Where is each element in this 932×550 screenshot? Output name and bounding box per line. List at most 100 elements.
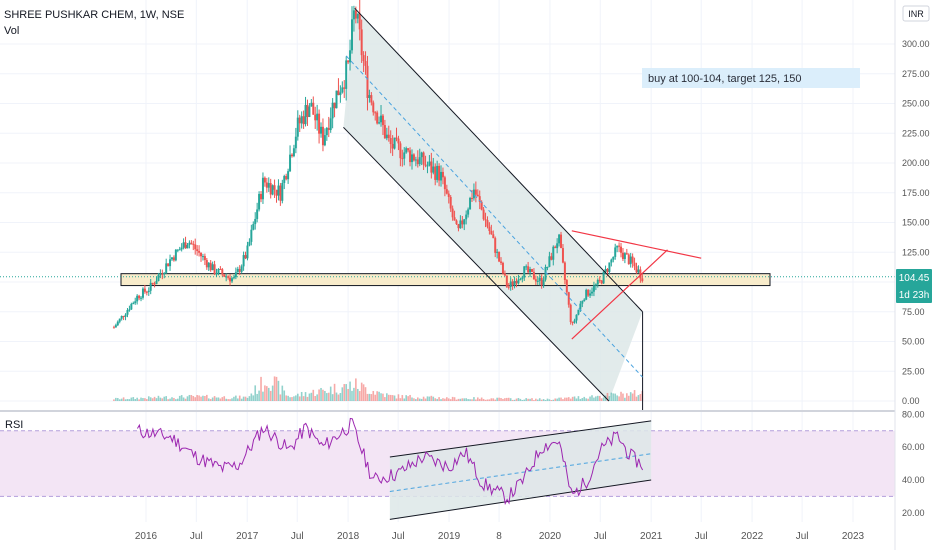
candle-body: [186, 244, 189, 249]
candle-body: [128, 309, 131, 311]
volume-bar: [267, 387, 270, 401]
candle-body: [600, 280, 603, 284]
candle-body: [176, 249, 179, 251]
candle-body: [432, 166, 435, 173]
currency-badge[interactable]: INR: [902, 5, 930, 22]
volume-bar: [283, 390, 286, 401]
candle-body: [196, 249, 199, 252]
time-tick-label: 2022: [741, 531, 764, 542]
volume-bar: [355, 378, 357, 401]
candle-body: [573, 320, 576, 323]
candle-body: [426, 165, 429, 167]
candle-body: [327, 127, 330, 131]
volume-bar: [118, 399, 121, 401]
candle-body: [203, 256, 206, 261]
volume-bar: [397, 394, 400, 401]
volume-bar: [180, 395, 183, 401]
channel-midline: [345, 55, 643, 378]
symbol-title[interactable]: SHREE PUSHKAR CHEM, 1W, NSE: [4, 9, 184, 21]
volume-bar: [225, 398, 227, 401]
volume-bar: [542, 399, 545, 401]
candle-body: [320, 126, 323, 134]
time-tick-label: Jul: [796, 531, 809, 542]
volume-bar: [589, 396, 591, 401]
candle-body: [608, 262, 611, 272]
volume-bar: [513, 399, 516, 401]
volume-bar: [451, 396, 454, 401]
volume-bar: [343, 384, 346, 401]
volume-bar: [399, 398, 402, 401]
volume-bar: [598, 395, 601, 401]
candle-body: [304, 104, 307, 125]
volume-bar: [467, 399, 469, 401]
last-price-tag[interactable]: 104.45 1d 23h: [896, 269, 932, 303]
volume-bar: [167, 399, 169, 401]
rsi-axis-ticks: 20.00 40.00 60.00 80.00: [902, 409, 925, 518]
volume-label[interactable]: Vol: [4, 25, 19, 37]
volume-bar: [407, 396, 409, 401]
volume-bar: [217, 397, 220, 401]
candle-body: [143, 288, 146, 292]
volume-bar: [316, 394, 318, 401]
candle-body: [339, 92, 342, 96]
candle-body: [227, 276, 230, 278]
candle-body: [172, 257, 175, 261]
candle-body: [209, 262, 212, 271]
volume-bar: [302, 396, 305, 401]
volume-bar: [498, 397, 500, 401]
volume-bar: [128, 399, 131, 401]
volume-bar: [194, 397, 197, 401]
candle-body: [550, 256, 553, 260]
price-axis-ticks: 0.0025.0050.0075.00100.00125.00150.00175…: [902, 39, 930, 406]
volume-bar: [591, 395, 593, 401]
volume-bar: [235, 395, 237, 401]
candle-body: [112, 327, 115, 329]
candle-body: [170, 257, 173, 260]
volume-bar: [438, 397, 440, 401]
candle-body: [560, 234, 563, 249]
volume-bar: [295, 395, 297, 401]
volume-bar: [475, 399, 477, 401]
volume-bar: [614, 393, 617, 401]
volume-bar: [484, 399, 487, 401]
candle-body: [368, 95, 371, 98]
annotation-box[interactable]: buy at 100-104, target 125, 150: [642, 68, 860, 88]
time-tick-label: 2020: [539, 531, 562, 542]
candle-body: [430, 161, 433, 173]
candle-body: [252, 224, 255, 230]
candle-body: [631, 256, 634, 263]
volume-bar: [629, 392, 632, 401]
candle-body: [182, 242, 185, 248]
candle-body: [360, 29, 363, 56]
volume-bar: [240, 398, 243, 401]
volume-bar: [153, 396, 156, 401]
volume-bar: [175, 399, 177, 401]
candle-body: [602, 271, 605, 284]
rsi-label[interactable]: RSI: [5, 419, 23, 431]
candle-body: [345, 60, 348, 89]
candle-body: [509, 281, 512, 287]
candle-body: [161, 273, 164, 275]
volume-bar: [314, 396, 317, 401]
candle-body: [519, 278, 522, 280]
volume-bar: [341, 387, 344, 401]
candle-body: [451, 208, 454, 218]
volume-bar: [124, 399, 127, 401]
price-tick-label: 200.00: [902, 158, 930, 168]
candle-body: [188, 242, 191, 245]
candle-body: [492, 234, 495, 239]
volume-bar: [637, 395, 640, 401]
candle-body: [422, 152, 425, 165]
candle-body: [118, 318, 121, 322]
volume-bar: [453, 397, 456, 401]
candle-body: [633, 262, 636, 267]
candle-body: [513, 281, 516, 286]
candle-body: [623, 253, 626, 259]
volume-bar: [616, 395, 618, 401]
candle-body: [302, 116, 305, 125]
volume-bar: [349, 381, 351, 401]
volume-bar: [496, 397, 498, 401]
volume-bar: [428, 396, 431, 401]
candle-body: [316, 113, 319, 121]
volume-bar: [527, 398, 529, 401]
